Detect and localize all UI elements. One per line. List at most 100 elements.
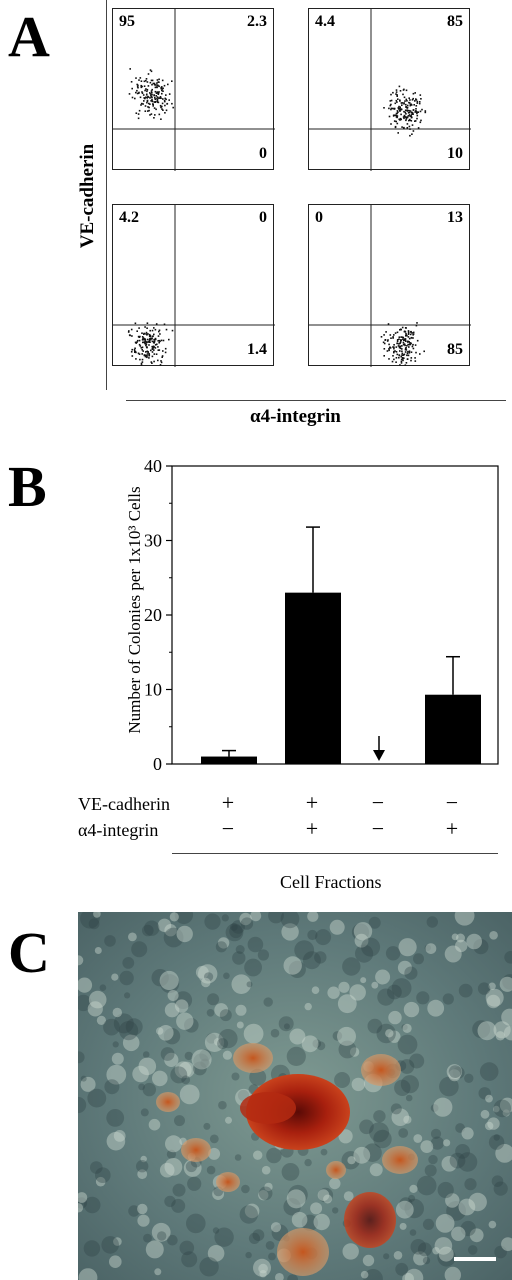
event-dot xyxy=(402,93,404,96)
cell xyxy=(275,1273,284,1280)
cell xyxy=(179,1240,195,1256)
event-dot xyxy=(153,101,156,103)
event-dot xyxy=(144,355,147,358)
event-dot xyxy=(141,353,143,355)
cell xyxy=(288,1184,308,1205)
cell xyxy=(212,1188,225,1200)
event-dot xyxy=(143,80,146,83)
cell xyxy=(347,1156,356,1165)
cell xyxy=(427,999,445,1017)
cell xyxy=(446,1064,463,1080)
cell xyxy=(466,933,483,950)
event-dot xyxy=(156,82,158,84)
cell xyxy=(388,1010,402,1025)
event-dot xyxy=(395,120,397,123)
event-dot xyxy=(134,347,136,350)
cell xyxy=(229,924,243,939)
event-dot xyxy=(144,342,146,345)
event-dot xyxy=(383,355,385,357)
event-dot xyxy=(392,337,394,339)
event-dot xyxy=(415,105,418,107)
event-dot xyxy=(148,102,150,105)
event-dot xyxy=(392,355,394,357)
cell xyxy=(160,1047,175,1061)
sign-ve-3: − xyxy=(371,790,385,815)
event-dot xyxy=(421,108,423,111)
cell xyxy=(456,933,465,943)
cell xyxy=(388,1030,401,1043)
cell xyxy=(478,1087,491,1100)
cell xyxy=(369,1122,390,1143)
event-dot xyxy=(145,331,148,334)
cell xyxy=(158,1025,174,1041)
event-dot xyxy=(406,106,409,109)
event-dot xyxy=(161,102,164,105)
cell xyxy=(209,1134,219,1144)
sign-a4-2: + xyxy=(305,816,319,841)
event-dot xyxy=(408,102,411,104)
cell xyxy=(266,1147,282,1164)
cell xyxy=(394,1079,411,1096)
sign-ve-1: + xyxy=(221,790,235,815)
event-dot xyxy=(145,343,148,346)
event-dot xyxy=(156,97,158,100)
flow-y-axis-label: VE-cadherin xyxy=(77,143,98,249)
event-dot xyxy=(163,84,166,87)
cell xyxy=(460,1220,476,1237)
cell xyxy=(148,1118,161,1131)
cell xyxy=(438,1246,454,1262)
cell xyxy=(332,1207,339,1214)
event-dot xyxy=(409,99,411,101)
cell xyxy=(268,912,284,924)
event-dot xyxy=(153,117,155,119)
event-dot xyxy=(399,341,402,344)
event-dot xyxy=(158,113,161,116)
event-dot xyxy=(397,107,400,109)
event-dot xyxy=(405,89,408,92)
event-dot xyxy=(403,343,406,346)
event-dot xyxy=(404,109,407,112)
event-dot xyxy=(398,107,400,110)
cell xyxy=(246,981,253,988)
cell xyxy=(218,1100,227,1110)
event-dot xyxy=(395,89,398,91)
event-dot xyxy=(403,339,405,342)
cell xyxy=(253,1258,271,1277)
event-dot xyxy=(383,342,386,345)
cell xyxy=(186,1213,206,1234)
event-dot xyxy=(162,339,165,342)
event-dot xyxy=(400,336,402,338)
event-dot xyxy=(399,347,402,350)
event-dot xyxy=(147,106,149,108)
cell xyxy=(159,1162,175,1178)
event-dot xyxy=(159,97,161,99)
event-dot xyxy=(160,106,162,109)
cell xyxy=(247,936,264,953)
flow-plot-4-ur: 13 xyxy=(447,209,463,226)
event-dot xyxy=(419,353,421,355)
cell xyxy=(172,1183,186,1197)
event-dot xyxy=(405,103,407,106)
event-dot xyxy=(161,92,163,95)
cell xyxy=(137,1169,148,1180)
cell xyxy=(193,1053,209,1070)
cell xyxy=(253,1150,263,1160)
cell xyxy=(243,1023,264,1044)
event-dot xyxy=(155,323,158,325)
event-dot xyxy=(136,89,138,92)
event-dot xyxy=(391,360,394,363)
event-dot xyxy=(411,332,413,334)
row-label-a4-integrin: α4-integrin xyxy=(78,820,159,840)
cell xyxy=(332,1031,343,1041)
cell xyxy=(106,1109,125,1127)
cell xyxy=(252,1229,265,1241)
event-dot xyxy=(414,360,417,362)
event-dot xyxy=(139,77,142,79)
event-dot xyxy=(408,109,410,112)
event-dot xyxy=(400,356,403,358)
event-dot xyxy=(406,334,408,337)
event-dot xyxy=(165,328,168,331)
event-dot xyxy=(401,345,403,347)
cell xyxy=(434,1237,453,1255)
event-dot xyxy=(161,88,164,90)
